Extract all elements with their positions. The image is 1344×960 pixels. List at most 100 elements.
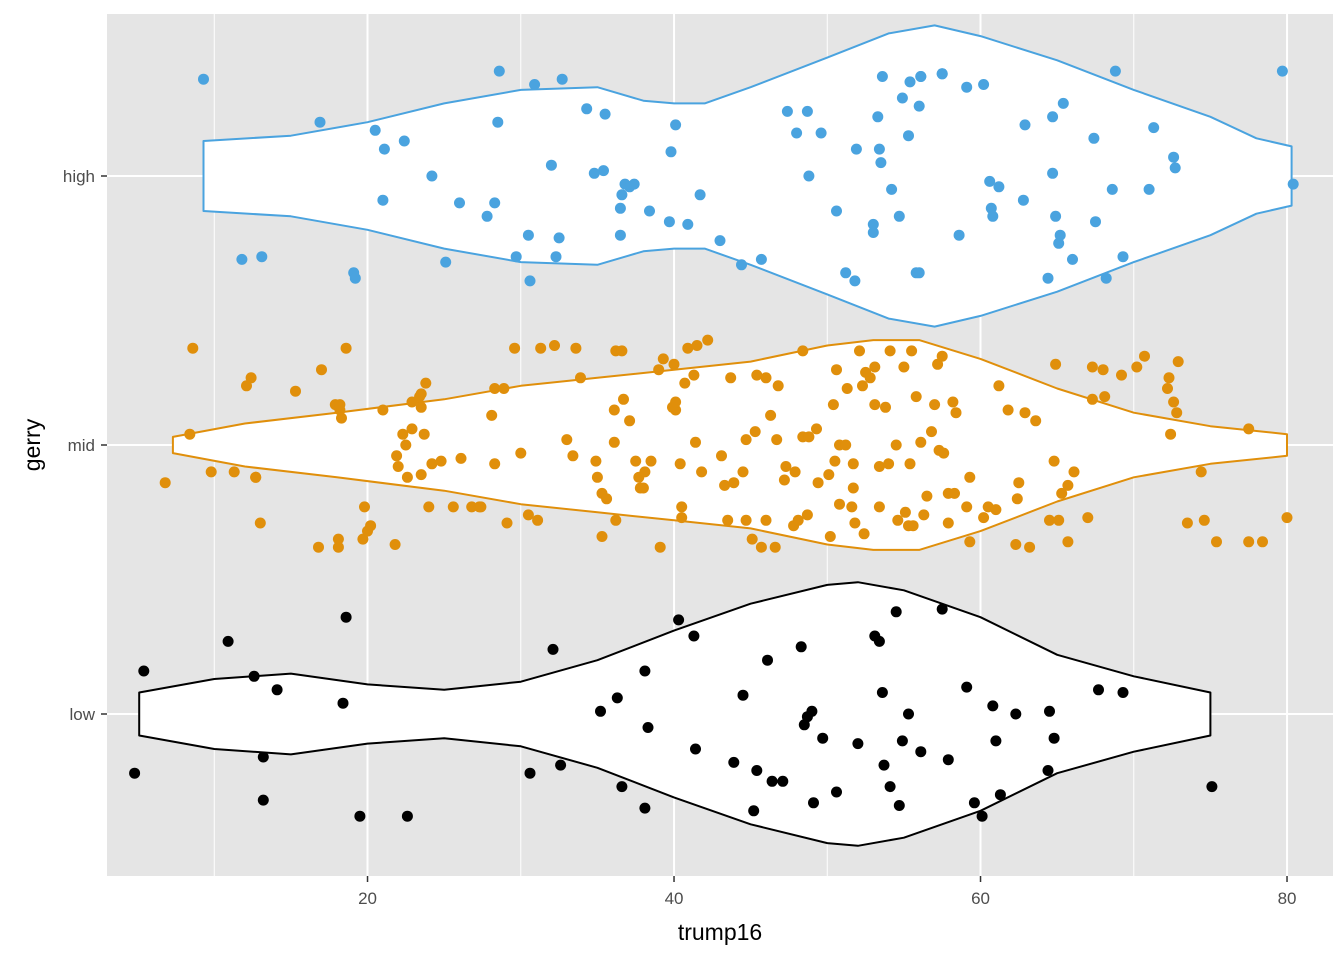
point-high <box>875 157 887 169</box>
violins <box>138 24 1293 847</box>
point-mid <box>1030 415 1042 427</box>
point-high <box>694 189 706 201</box>
point-mid <box>653 364 665 376</box>
point-mid <box>884 345 896 357</box>
point-mid <box>1056 487 1068 499</box>
point-high <box>904 76 916 88</box>
point-high <box>993 181 1005 193</box>
axes: 20 40 60 80 high mid low <box>63 167 1297 908</box>
point-mid <box>501 517 513 529</box>
y-tick-label-high: high <box>63 167 95 186</box>
point-high <box>791 127 803 139</box>
point-mid <box>789 466 801 478</box>
point-mid <box>1168 396 1180 408</box>
point-high <box>236 253 248 265</box>
point-mid <box>906 345 918 357</box>
point-mid <box>682 342 694 354</box>
point-mid <box>455 452 467 464</box>
point-mid <box>947 396 959 408</box>
point-mid <box>904 458 916 470</box>
point-high <box>850 143 862 155</box>
point-mid <box>184 428 196 440</box>
point-low <box>737 689 749 701</box>
point-mid <box>869 361 881 373</box>
point-high <box>588 167 600 179</box>
point-low <box>271 684 283 696</box>
point-low <box>777 775 789 787</box>
point-high <box>550 251 562 263</box>
point-mid <box>834 498 845 510</box>
point-mid <box>760 514 772 526</box>
point-mid <box>389 539 401 550</box>
point-low <box>873 635 885 647</box>
point-high <box>915 71 927 82</box>
point-high <box>867 218 879 230</box>
point-low <box>915 746 927 758</box>
point-mid <box>978 512 990 524</box>
point-mid <box>1011 493 1023 505</box>
point-high <box>873 143 885 155</box>
point-high <box>886 183 898 195</box>
point-low <box>611 692 623 704</box>
point-high <box>953 229 965 241</box>
point-mid <box>406 423 418 435</box>
point-mid <box>359 501 370 513</box>
point-mid <box>515 447 527 459</box>
violin-high <box>202 24 1293 328</box>
point-mid <box>290 385 301 397</box>
point-mid <box>670 396 682 408</box>
point-low <box>1048 732 1060 744</box>
point-mid <box>1162 383 1173 394</box>
point-high <box>1276 65 1288 77</box>
point-low <box>936 603 948 615</box>
point-mid <box>415 401 427 413</box>
point-high <box>1050 210 1062 222</box>
point-mid <box>722 514 734 526</box>
point-mid <box>812 477 824 489</box>
point-mid <box>869 399 881 411</box>
point-low <box>890 606 902 618</box>
point-high <box>598 165 609 177</box>
point-mid <box>857 380 868 392</box>
point-low <box>893 800 905 811</box>
point-mid <box>740 434 752 446</box>
point-high <box>1047 167 1059 179</box>
point-mid <box>1257 536 1268 548</box>
point-low <box>852 738 864 750</box>
point-low <box>1117 687 1129 698</box>
point-mid <box>696 466 708 478</box>
point-high <box>831 205 842 217</box>
point-high <box>510 251 522 263</box>
point-low <box>884 781 896 793</box>
point-low <box>817 732 829 744</box>
point-mid <box>245 372 257 384</box>
point-mid <box>670 404 682 416</box>
point-mid <box>926 426 937 438</box>
point-low <box>673 614 685 626</box>
point-mid <box>961 501 973 513</box>
point-mid <box>397 428 409 440</box>
point-mid <box>1211 536 1222 548</box>
point-low <box>896 735 908 747</box>
point-mid <box>575 372 586 384</box>
point-high <box>849 275 861 287</box>
point-high <box>913 267 925 279</box>
point-high <box>755 253 767 265</box>
point-high <box>1090 216 1101 228</box>
point-high <box>936 68 948 80</box>
point-mid <box>728 477 740 489</box>
point-high <box>987 210 999 222</box>
point-mid <box>1044 514 1055 526</box>
point-mid <box>549 340 560 351</box>
point-low <box>878 759 890 771</box>
point-low <box>728 756 740 768</box>
point-low <box>642 722 654 733</box>
point-mid <box>674 458 686 470</box>
point-mid <box>1086 393 1098 405</box>
point-mid <box>950 407 962 419</box>
point-mid <box>907 520 919 532</box>
point-mid <box>772 380 784 392</box>
point-mid <box>1068 466 1080 478</box>
point-mid <box>532 514 544 526</box>
point-low <box>1042 765 1054 776</box>
